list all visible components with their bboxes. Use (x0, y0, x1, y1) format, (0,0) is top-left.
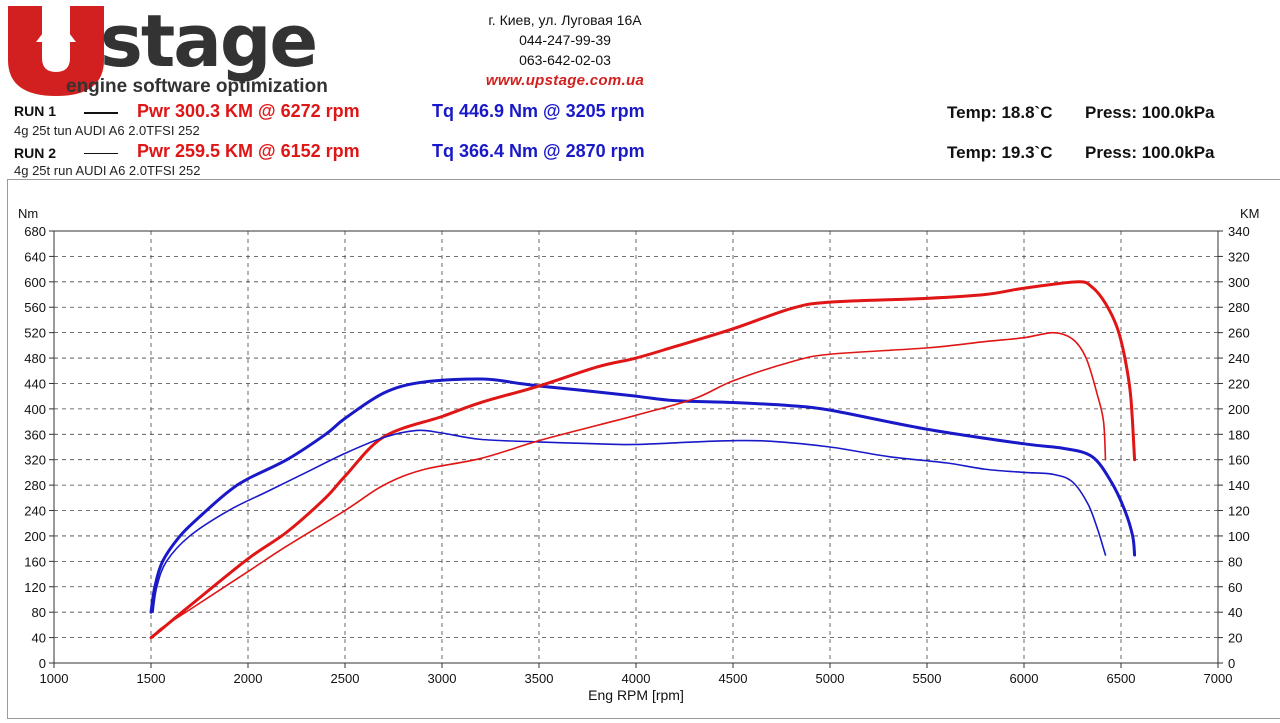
run1-torque-peak: Tq 446.9 Nm @ 3205 rpm (432, 101, 645, 121)
x-tick-label: 3500 (525, 671, 554, 686)
y-left-tick-label: 600 (24, 275, 46, 290)
y-right-tick-label: 80 (1228, 554, 1242, 569)
x-axis-label: Eng RPM [rpm] (588, 687, 684, 703)
x-tick-label: 2500 (331, 671, 360, 686)
x-tick-label: 6000 (1010, 671, 1039, 686)
dyno-chart: 1000 1500 2000 2500 3000 3500 4000 4500 5000 5500… (18, 206, 1260, 703)
upstage-logo: stage engine software optimization (8, 2, 328, 97)
run2-torque-peak: Tq 366.4 Nm @ 2870 rpm (432, 141, 645, 161)
run2-temp: Temp: 19.3`C (947, 143, 1053, 162)
run2-press: Press: 100.0kPa (1085, 143, 1215, 162)
y-right-tick-label: 20 (1228, 631, 1242, 646)
run1-car: 4g 25t tun AUDI A6 2.0TFSI 252 (14, 123, 200, 138)
dyno-chart-frame: 1000 1500 2000 2500 3000 3500 4000 4500 5000 5500… (7, 179, 1280, 719)
x-tick-label: 4000 (622, 671, 651, 686)
contact-phone-1: 044-247-99-39 (519, 32, 611, 48)
x-tick-label: 1000 (40, 671, 69, 686)
run1-legend-line (84, 112, 118, 114)
x-tick-labels: 1000 1500 2000 2500 3000 3500 4000 4500 5000 5500… (40, 671, 1233, 686)
y-right-tick-label: 300 (1228, 275, 1250, 290)
x-tick-label: 5500 (913, 671, 942, 686)
contact-phone-2: 063-642-02-03 (519, 52, 611, 68)
run2-torque-curve (152, 429, 1107, 613)
y-left-tick-label: 560 (24, 300, 46, 315)
y-left-tick-label: 480 (24, 351, 46, 366)
y-left-tick-label: 520 (24, 326, 46, 341)
y-right-tick-label: 320 (1228, 249, 1250, 264)
y-right-tick-label: 100 (1228, 529, 1250, 544)
x-tick-label: 2000 (234, 671, 263, 686)
y-left-tick-label: 200 (24, 529, 46, 544)
website-link[interactable]: www.upstage.com.ua (485, 72, 645, 89)
x-tick-label: 7000 (1204, 671, 1233, 686)
y-right-tick-label: 0 (1228, 656, 1235, 671)
y-right-tick-label: 280 (1228, 300, 1250, 315)
y-right-tick-label: 340 (1228, 224, 1250, 239)
y-left-tick-label: 0 (39, 656, 46, 671)
y-left-tick-label: 640 (24, 249, 46, 264)
y-left-tick-label: 160 (24, 554, 46, 569)
run2-label: RUN 2 (14, 145, 57, 161)
run1-press: Press: 100.0kPa (1085, 103, 1215, 122)
run1-power-peak: Pwr 300.3 KM @ 6272 rpm (137, 101, 360, 121)
y-right-tick-label: 240 (1228, 351, 1250, 366)
run1-power-curve (149, 280, 1137, 640)
run1-temp: Temp: 18.8`C (947, 103, 1053, 122)
y-left-tick-label: 120 (24, 580, 46, 595)
y-right-tick-label: 140 (1228, 478, 1250, 493)
logo-mark-icon (8, 6, 104, 96)
logo-brand: stage (100, 2, 316, 83)
run2-power-peak: Pwr 259.5 KM @ 6152 rpm (137, 141, 360, 161)
y-left-tick-label: 680 (24, 224, 46, 239)
x-tick-label: 1500 (137, 671, 166, 686)
y-left-tick-label: 80 (32, 605, 46, 620)
y-right-tick-label: 200 (1228, 402, 1250, 417)
y-left-axis-label: Nm (18, 206, 38, 221)
x-tick-label: 4500 (719, 671, 748, 686)
y-right-axis-label: KM (1240, 206, 1260, 221)
y-right-tick-label: 60 (1228, 580, 1242, 595)
run2-car: 4g 25t run AUDI A6 2.0TFSI 252 (14, 163, 201, 178)
y-left-tick-label: 360 (24, 427, 46, 442)
y-right-tick-label: 260 (1228, 326, 1250, 341)
y-right-tick-label: 160 (1228, 453, 1250, 468)
y-right-tick-label: 40 (1228, 605, 1242, 620)
x-tick-label: 5000 (816, 671, 845, 686)
y-right-tick-label: 180 (1228, 427, 1250, 442)
chart-grid (54, 231, 1218, 663)
y-left-tick-label: 440 (24, 376, 46, 391)
y-right-tick-label: 120 (1228, 504, 1250, 519)
x-tick-label: 3000 (428, 671, 457, 686)
y-right-tick-label: 220 (1228, 376, 1250, 391)
y-left-tick-label: 40 (32, 631, 46, 646)
y-left-tick-label: 280 (24, 478, 46, 493)
y-right-tick-labels: 0 20 40 60 80 100 120 140 160 180 200 220 240 260 280 3… (1228, 224, 1250, 671)
run1-label: RUN 1 (14, 103, 57, 119)
chart-series (149, 280, 1137, 640)
y-left-tick-label: 320 (24, 453, 46, 468)
y-left-tick-label: 240 (24, 504, 46, 519)
chart-axes (49, 230, 1223, 668)
run2-power-curve (152, 331, 1107, 639)
run1-torque-curve (149, 377, 1137, 614)
y-left-tick-labels: 0 40 80 120 160 200 240 280 320 360 400 440 480 520 56… (24, 224, 46, 671)
run2-legend-line (84, 153, 118, 154)
contact-address: г. Киев, ул. Луговая 16А (488, 12, 642, 28)
y-left-tick-label: 400 (24, 402, 46, 417)
logo-tagline: engine software optimization (66, 76, 328, 97)
x-tick-label: 6500 (1107, 671, 1136, 686)
